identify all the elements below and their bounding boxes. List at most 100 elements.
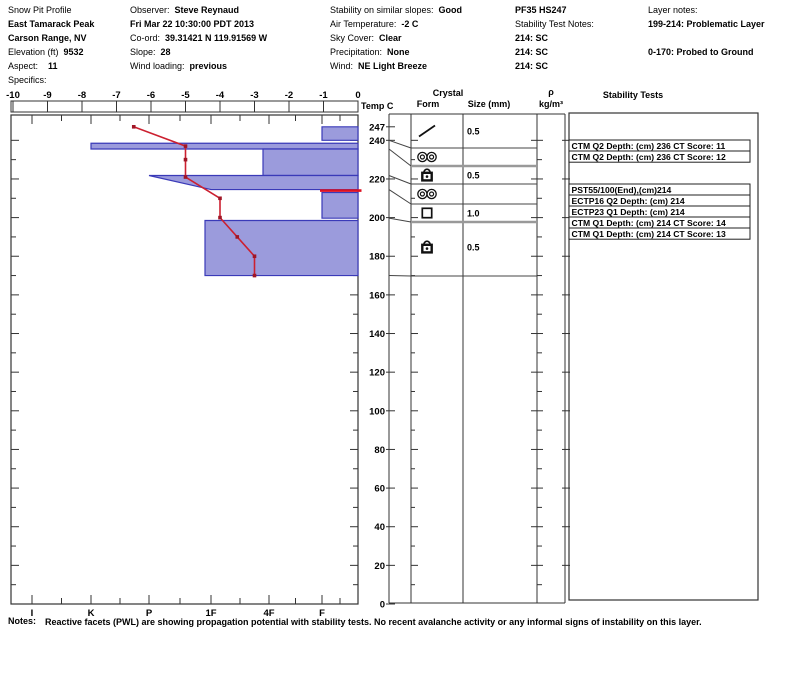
header-line-c3-l2: 214: SC xyxy=(515,33,549,43)
header-line-c0-l1: East Tamarack Peak xyxy=(8,19,95,29)
hardness-label: K xyxy=(88,608,95,619)
depth-label-220: 220 xyxy=(369,174,385,185)
depth-label-80: 80 xyxy=(374,445,385,456)
temp-point-2 xyxy=(183,157,188,162)
snow-layer-198.5-170 xyxy=(204,219,359,277)
header-line-c2-l1: Air Temperature: -2 C xyxy=(330,19,419,29)
header-line-c2-l2: Sky Cover: Clear xyxy=(330,33,402,43)
temp-point-4 xyxy=(218,196,222,201)
notes-text: Reactive facets (PWL) are showing propag… xyxy=(45,617,702,627)
hardness-label: 1F xyxy=(205,608,216,619)
melt-freeze-crust-icon xyxy=(417,188,428,200)
temp-point-0 xyxy=(131,124,136,129)
temp-tick-label: -2 xyxy=(285,90,293,101)
depth-label-140: 140 xyxy=(369,329,385,340)
melt-freeze-crust-icon xyxy=(417,151,428,163)
notes-label: Notes: xyxy=(8,616,37,626)
temp-tick-label: -1 xyxy=(319,90,328,101)
melt-freeze-crust-icon xyxy=(429,154,435,160)
layer-row-connector xyxy=(388,148,412,167)
temp-tick-label: -3 xyxy=(250,90,258,101)
rounding-faceted-particles-icon xyxy=(425,247,429,250)
melt-freeze-crust-icon xyxy=(426,188,437,200)
layer-row-connector xyxy=(388,217,412,223)
temp-tick-label: -4 xyxy=(216,90,225,101)
temp-point-5 xyxy=(218,215,222,220)
density-header: ρ xyxy=(548,87,554,97)
header-line-c4-l3: 0-170: Probed to Ground xyxy=(648,47,754,57)
temp-point-8 xyxy=(252,273,257,278)
rounding-faceted-particles-icon xyxy=(425,175,429,178)
header-line-c4-l0: Layer notes: xyxy=(648,5,698,15)
decomposing-fragments-icon xyxy=(418,124,436,138)
header-line-c0-l4: Aspect: 11 xyxy=(8,61,58,71)
temp-scale-band xyxy=(10,100,359,113)
grain-size-value: 0.5 xyxy=(467,243,480,253)
grain-size-value: 0.5 xyxy=(467,171,480,181)
snow-layer-238.5-235.5 xyxy=(90,142,359,150)
header-line-c1-l3: Slope: 28 xyxy=(130,47,171,57)
hardness-label: P xyxy=(146,608,153,619)
temp-tick-label: -8 xyxy=(78,90,86,101)
temp-tick-label: -5 xyxy=(181,90,190,101)
stability-test-label-2: PST55/100(End),(cm)214 xyxy=(572,185,672,195)
layer-row-connector xyxy=(388,139,412,149)
depth-label-247: 247 xyxy=(369,122,385,133)
stability-test-label-1: CTM Q2 Depth: (cm) 236 CT Score: 12 xyxy=(572,152,726,162)
temp-tick-label: -7 xyxy=(112,90,120,101)
temp-axis-title: Temp C xyxy=(361,101,394,111)
rounding-faceted-particles-icon xyxy=(421,240,433,254)
form-column-header: Form xyxy=(416,99,440,109)
header-line-c2-l4: Wind: NE Light Breeze xyxy=(330,61,428,71)
temp-point-3 xyxy=(183,175,188,179)
header-line-c3-l4: 214: SC xyxy=(515,61,549,71)
depth-label-0: 0 xyxy=(380,600,385,611)
stability-test-row xyxy=(568,227,751,240)
depth-label-160: 160 xyxy=(369,290,385,301)
header-line-c3-l0: PF35 HS247 xyxy=(515,5,567,15)
header-line-c0-l5: Specifics: xyxy=(8,75,47,85)
faceted-crystals-icon xyxy=(421,207,433,219)
snow-layer-221.8-214.5 xyxy=(148,174,359,191)
header-line-c0-l0: Snow Pit Profile xyxy=(8,5,72,15)
stability-test-label-6: CTM Q1 Depth: (cm) 214 CT Score: 13 xyxy=(572,229,726,239)
hardness-label: F xyxy=(319,608,325,619)
melt-freeze-crust-icon xyxy=(429,191,435,197)
header-line-c0-l3: Elevation (ft) 9532 xyxy=(8,47,84,57)
melt-freeze-crust-icon xyxy=(426,151,437,163)
decomposing-fragments-icon xyxy=(418,124,436,138)
rounding-faceted-particles-icon xyxy=(421,168,433,182)
grain-size-value: 0.5 xyxy=(467,127,480,137)
profile-chart-frame xyxy=(10,114,359,605)
layer-row-connector xyxy=(388,175,412,185)
depth-label-180: 180 xyxy=(369,252,385,263)
stability-test-label-5: CTM Q1 Depth: (cm) 214 CT Score: 14 xyxy=(572,218,726,228)
grain-size-value: 1.0 xyxy=(467,209,480,219)
depth-label-100: 100 xyxy=(369,406,385,417)
crystal-header: Crystal xyxy=(432,88,464,98)
header-line-c1-l1: Fri Mar 22 10:30:00 PDT 2013 xyxy=(130,19,255,29)
temp-tick-label: -6 xyxy=(147,90,155,101)
temp-point-1 xyxy=(183,144,188,148)
stability-test-label-4: ECTP23 Q1 Depth: (cm) 214 xyxy=(572,207,685,217)
temp-point-6 xyxy=(235,235,240,239)
temp-point-7 xyxy=(252,254,257,259)
header-line-c1-l0: Observer: Steve Reynaud xyxy=(130,5,240,15)
header-line-c2-l0: Stability on similar slopes: Good xyxy=(330,5,463,15)
depth-label-120: 120 xyxy=(369,368,385,379)
snow-layer-213-199.7 xyxy=(321,191,359,219)
stability-test-label-0: CTM Q2 Depth: (cm) 236 CT Score: 11 xyxy=(572,141,726,151)
stability-tests-header: Stability Tests xyxy=(602,90,664,100)
depth-label-240: 240 xyxy=(369,136,385,147)
snow-layer-247-240 xyxy=(321,126,359,141)
header-line-c1-l2: Co-ord: 39.31421 N 119.91569 W xyxy=(130,33,268,43)
melt-freeze-crust-icon xyxy=(417,188,437,200)
hardness-label: I xyxy=(31,608,34,619)
melt-freeze-crust-icon xyxy=(419,191,425,197)
temp-tick-label: -9 xyxy=(43,90,51,101)
stability-test-row xyxy=(568,150,751,163)
layer-row-connector xyxy=(388,189,412,205)
melt-freeze-crust-icon xyxy=(419,154,425,160)
